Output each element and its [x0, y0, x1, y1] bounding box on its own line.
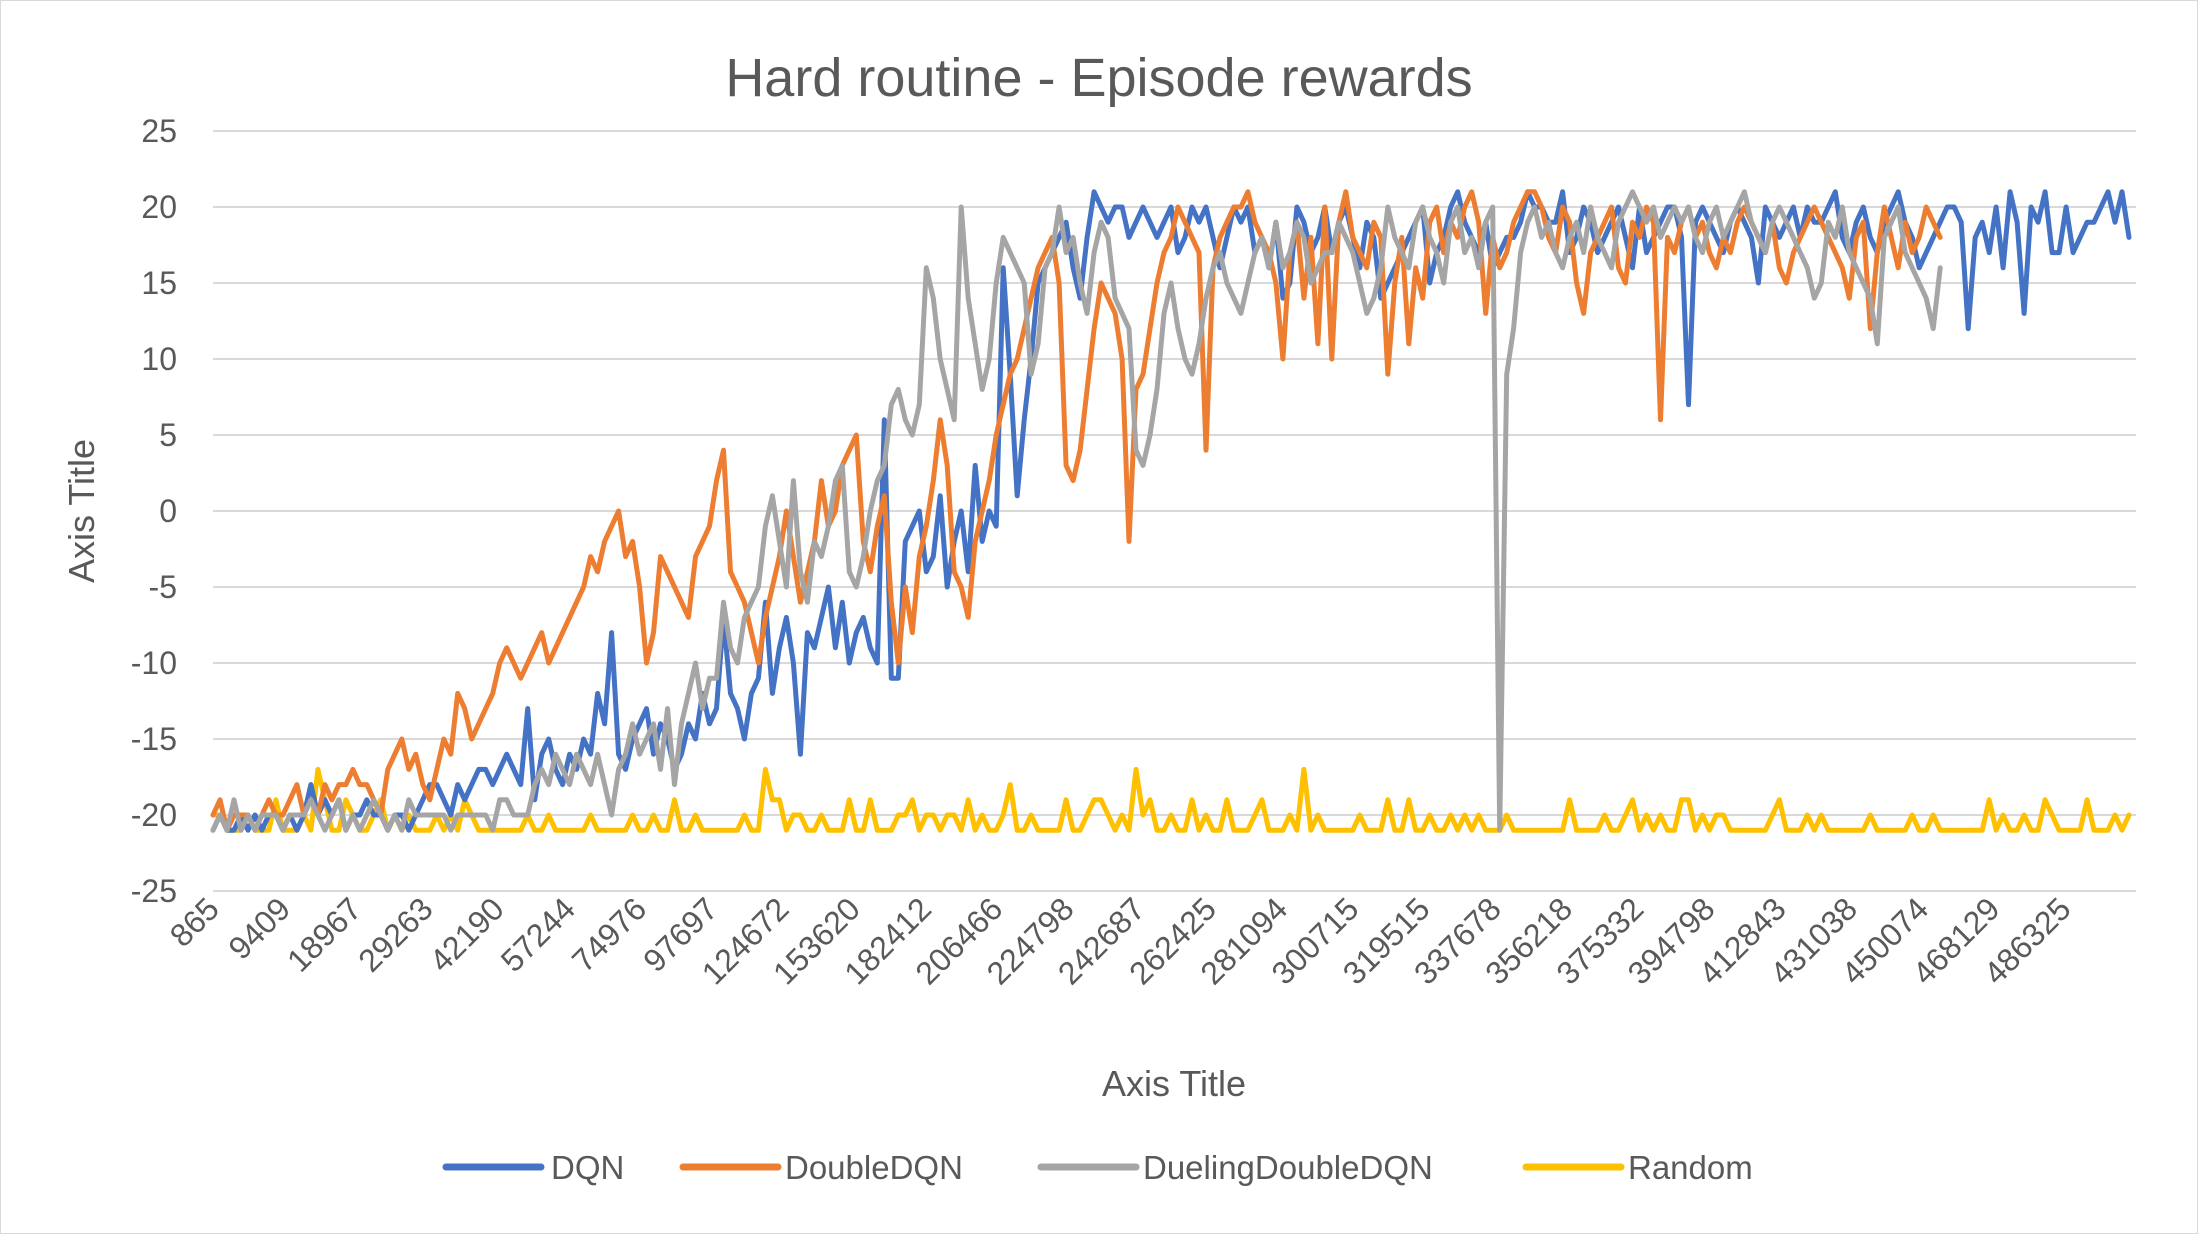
- x-tick-label: 57244: [494, 890, 582, 978]
- legend-label-duelingdoubledqn: DuelingDoubleDQN: [1143, 1149, 1433, 1186]
- x-tick-labels: 8659409189672926342190572447497697697124…: [163, 890, 2078, 991]
- y-tick-label: 0: [159, 493, 177, 529]
- series-lines: [210, 189, 2132, 833]
- x-tick-label: 74976: [565, 890, 653, 978]
- legend-label-doubledqn: DoubleDQN: [785, 1149, 963, 1186]
- y-tick-labels: 25 20 15 10 5 0 -5 -10 -15 -20 -25: [131, 113, 177, 909]
- y-tick-label: -25: [131, 873, 177, 909]
- y-tick-label: -15: [131, 721, 177, 757]
- legend: DQN DoubleDQN DuelingDoubleDQN Random: [442, 1149, 1753, 1186]
- y-tick-label: 15: [141, 265, 177, 301]
- series-line-random: [210, 766, 2132, 833]
- legend-label-random: Random: [1628, 1149, 1753, 1186]
- x-tick-label: 18967: [280, 890, 368, 978]
- y-tick-label: 10: [141, 341, 177, 377]
- series-line-doubledqn: [210, 189, 1943, 833]
- y-tick-label: -10: [131, 645, 177, 681]
- y-tick-label: 20: [141, 189, 177, 225]
- chart-title: Hard routine - Episode rewards: [725, 48, 1472, 108]
- x-tick-label: 29263: [351, 890, 439, 978]
- y-tick-label: 5: [159, 417, 177, 453]
- x-axis-title: Axis Title: [1102, 1063, 1246, 1104]
- gridlines: [213, 130, 2136, 892]
- legend-label-dqn: DQN: [551, 1149, 624, 1186]
- series-line-duelingdoubledqn: [210, 189, 1943, 833]
- y-tick-label: 25: [141, 113, 177, 149]
- y-axis-title: Axis Title: [61, 439, 102, 583]
- x-tick-label: 42190: [422, 890, 510, 978]
- y-tick-label: -20: [131, 797, 177, 833]
- y-tick-label: -5: [149, 569, 177, 605]
